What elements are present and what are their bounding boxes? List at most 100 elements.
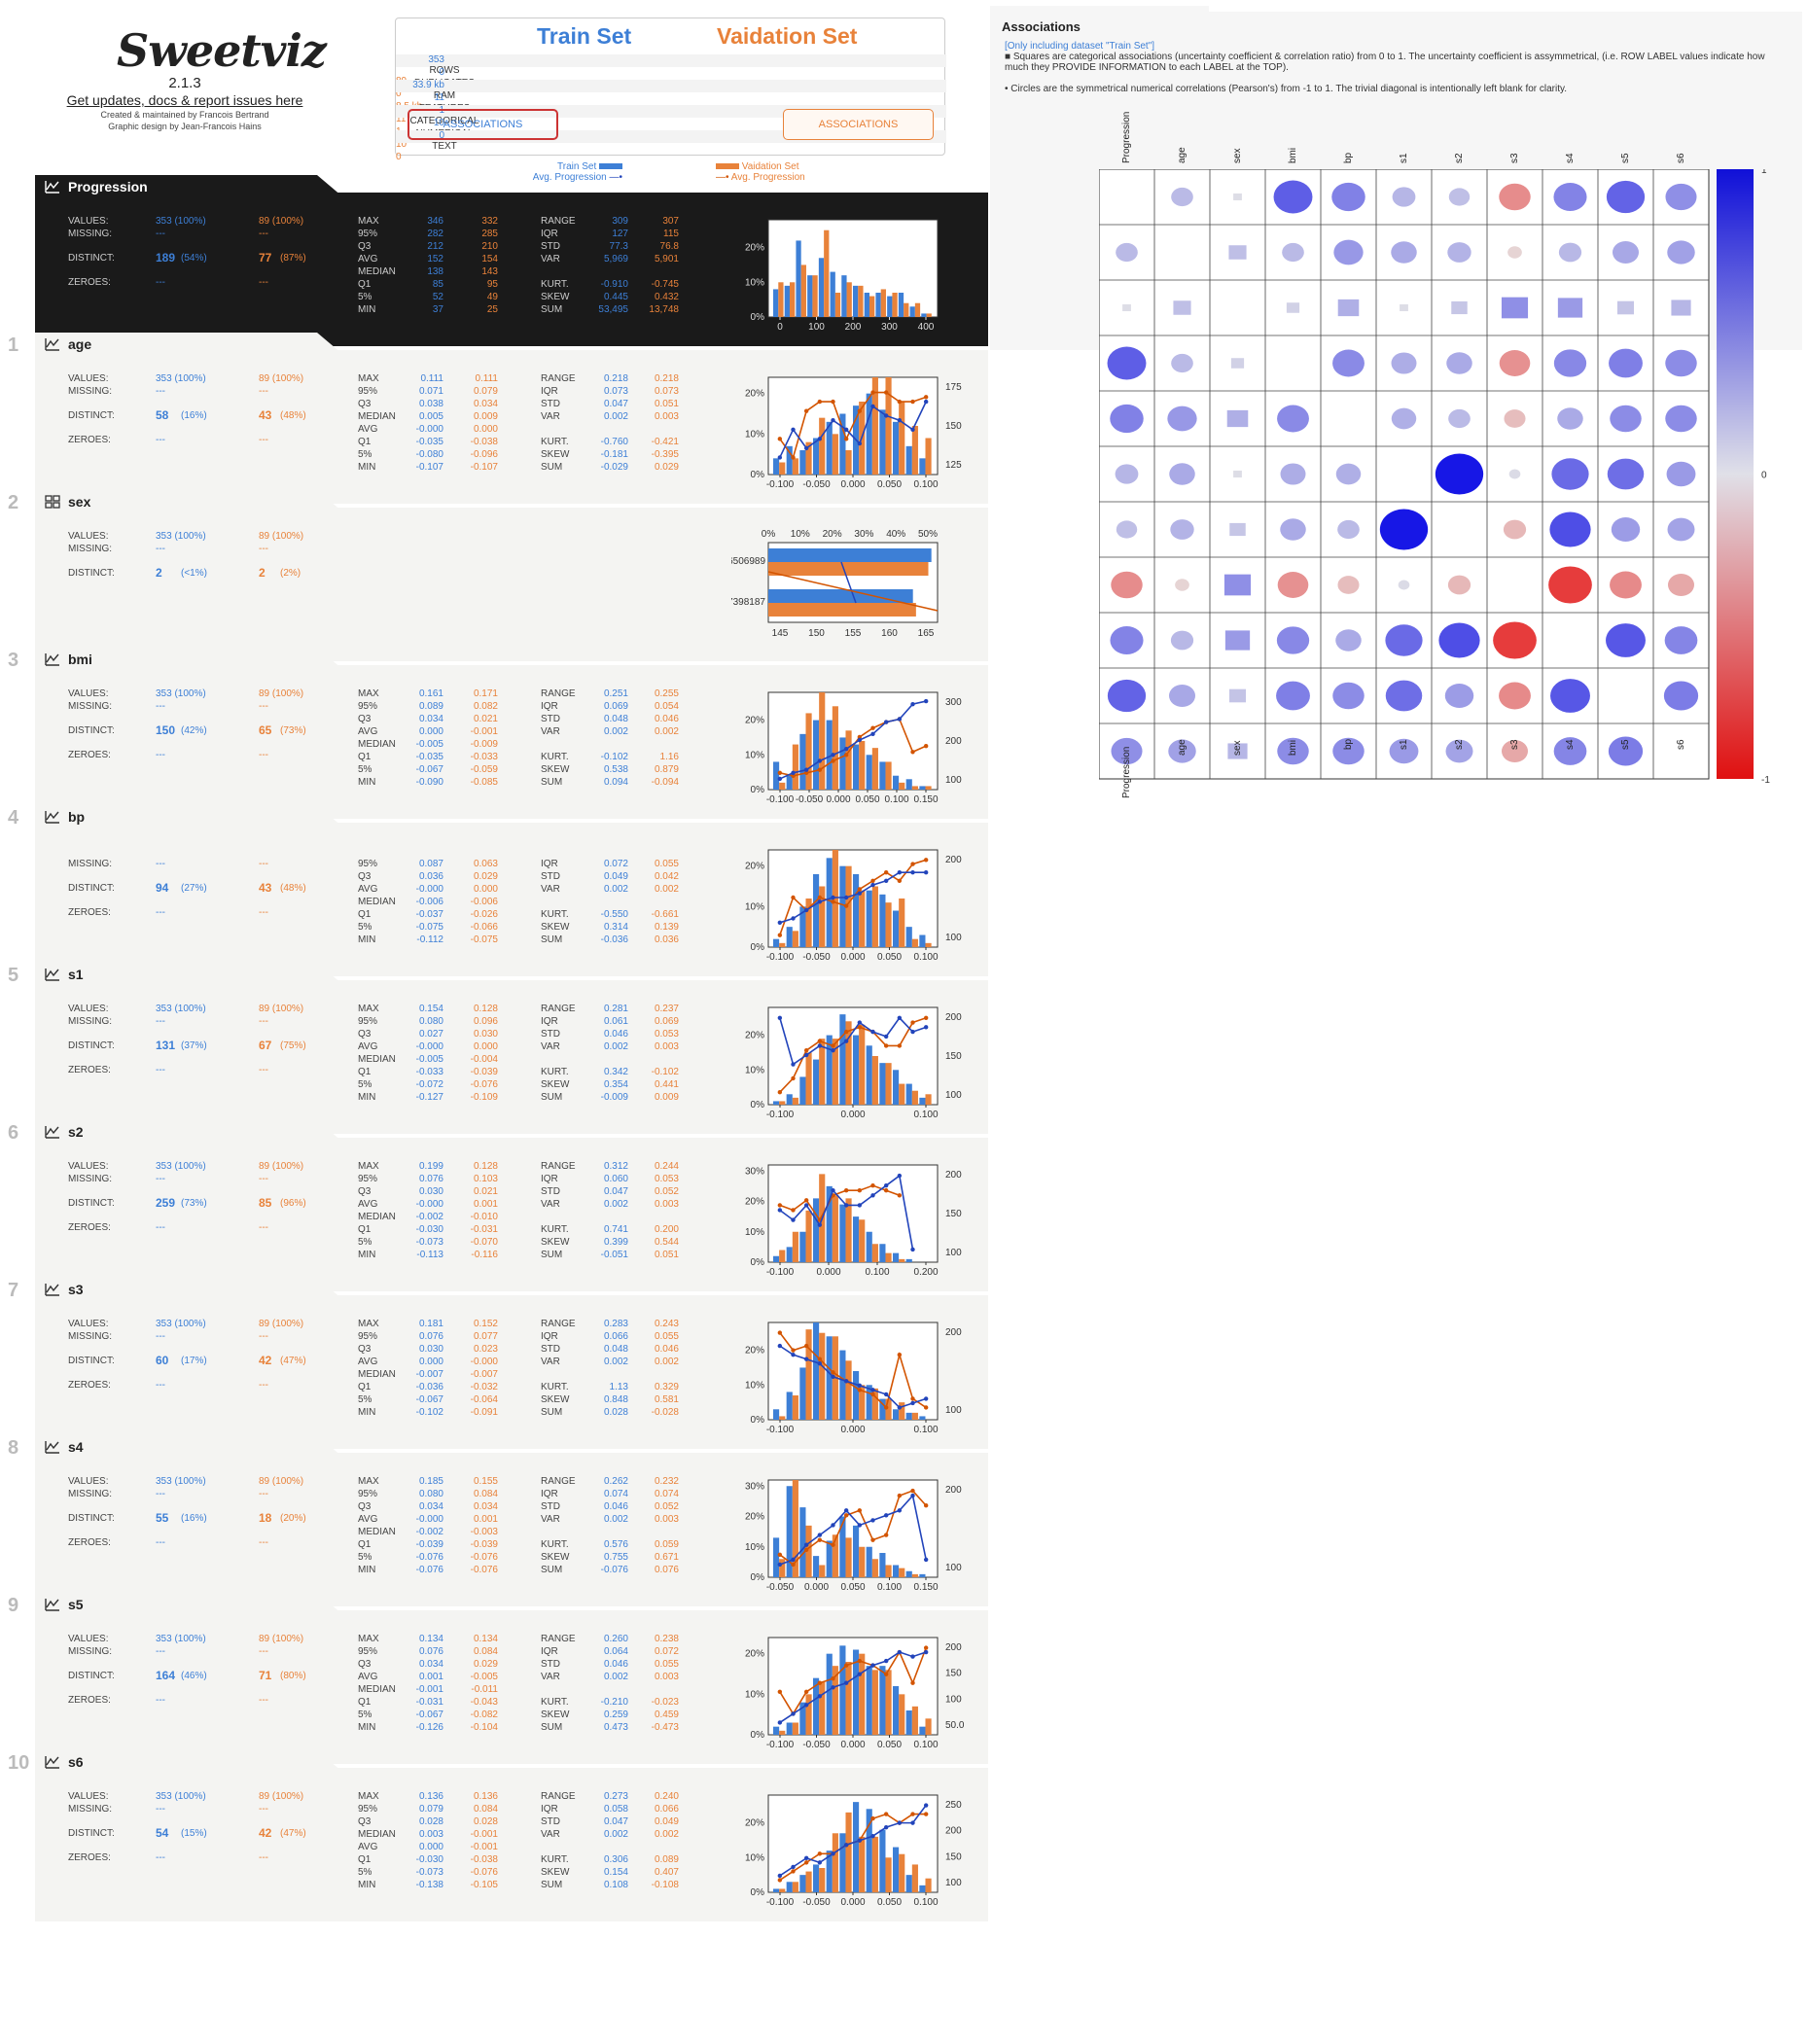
numeric-icon: [45, 1126, 59, 1139]
associations-button-validation[interactable]: ASSOCIATIONS: [783, 109, 934, 140]
feature-number: 1: [8, 335, 19, 356]
avg-line-train: [779, 1345, 927, 1409]
feature-title[interactable]: Progression: [45, 179, 148, 194]
bar-train: [879, 1829, 886, 1892]
stat-label: VAR: [541, 726, 560, 737]
stat-label: 95%: [358, 1016, 378, 1027]
stat-label: MAX: [358, 1319, 379, 1329]
bar-val: [805, 1871, 812, 1892]
bar-train: [786, 1094, 793, 1105]
feature-title[interactable]: s4: [45, 1439, 84, 1455]
feature-title[interactable]: s6: [45, 1754, 84, 1770]
stat-val: -0.107: [470, 462, 498, 473]
feature-chart: 0% 10% 20% 30% -0.100 0.000 0.100 0.200 100 150 20…: [745, 1164, 962, 1278]
feature-title[interactable]: s2: [45, 1124, 84, 1140]
stat-label: VAR: [541, 1357, 560, 1367]
feature-title[interactable]: bmi: [45, 652, 92, 667]
stat-label: MIN: [358, 1407, 376, 1418]
summary-val-value: 10: [396, 139, 408, 150]
assoc-circle: [1447, 242, 1471, 263]
y-tick-label: 10%: [745, 429, 764, 440]
stat-val: 0.171: [473, 688, 498, 699]
assoc-circle: [1111, 571, 1143, 599]
missing-val: ---: [259, 1331, 268, 1342]
feature-title[interactable]: s1: [45, 967, 84, 982]
feature-chart: 0% 10% 20% 0 100 200 300 400: [745, 219, 939, 333]
bar-train: [773, 1726, 780, 1735]
bar-train: [826, 1653, 833, 1735]
stat-label: SKEW: [541, 764, 570, 775]
stat-val: 0.028: [473, 1816, 498, 1827]
y-tick-label: 20%: [745, 716, 764, 726]
feature-tab: [35, 490, 342, 511]
legend-train-label: Train Set: [557, 161, 597, 172]
feature-title[interactable]: bp: [45, 809, 85, 825]
bar-train: [841, 275, 847, 317]
bar-val: [871, 748, 878, 790]
stat-label: STD: [541, 1186, 560, 1197]
assoc-square: [1400, 303, 1408, 312]
bar-train: [905, 1083, 912, 1105]
credit-author[interactable]: Created & maintained by Francois Bertran…: [100, 110, 269, 120]
label-values: VALUES:: [68, 216, 109, 227]
bar-train: [799, 1367, 806, 1420]
bar-train: [826, 1185, 833, 1262]
stat-train: 0.069: [603, 701, 628, 712]
stat-label: MAX: [358, 1634, 379, 1644]
bar-val: [869, 296, 875, 317]
stat-label: RANGE: [541, 373, 576, 384]
stat-label: 5%: [358, 1552, 372, 1563]
hbar-train: [768, 548, 932, 562]
feature-title[interactable]: sex: [45, 494, 90, 510]
feature-section: 7 s3 VALUES: 353 (100%) 89 (100%) MISSING: ---…: [8, 1278, 988, 1449]
stat-val: 0.003: [654, 411, 679, 422]
column-label-bottom: sex: [1231, 739, 1243, 756]
distinct-val: 2: [259, 566, 266, 580]
zeroes-train: ---: [156, 1065, 165, 1075]
bar-val: [925, 1878, 932, 1892]
stat-label: 5%: [358, 292, 372, 302]
feature-title[interactable]: age: [45, 336, 91, 352]
stat-val: 0.051: [654, 1250, 679, 1260]
associations-button-train[interactable]: ASSOCIATIONS: [408, 109, 558, 140]
stat-train: 0.342: [603, 1067, 628, 1077]
y2-tick-label: 175: [945, 382, 962, 393]
bar-val: [819, 692, 826, 790]
stat-label: 5%: [358, 449, 372, 460]
bar-val: [819, 1332, 826, 1420]
bar-train: [879, 761, 886, 790]
feature-tab: [35, 333, 342, 354]
stat-val: 0.001: [473, 1514, 498, 1525]
stat-label: MAX: [358, 1004, 379, 1014]
stat-val: 0.029: [473, 1659, 498, 1670]
feature-number: 3: [8, 650, 19, 671]
stat-label: Q1: [358, 1382, 372, 1392]
bar-train: [813, 720, 820, 790]
assoc-circle: [1277, 572, 1309, 598]
stat-label: MEDIAN: [358, 1054, 396, 1065]
stat-train: 52: [432, 292, 443, 302]
y2-tick-label: 100: [945, 1405, 962, 1416]
stat-train: -0.073: [415, 1867, 443, 1878]
stat-val: -0.661: [651, 909, 679, 920]
feature-title[interactable]: s5: [45, 1597, 84, 1612]
stat-train: -0.067: [415, 1709, 443, 1720]
stat-train: 0.071: [418, 386, 443, 397]
assoc-square: [1286, 302, 1300, 313]
assoc-circle: [1550, 679, 1590, 713]
stat-label: SUM: [541, 462, 563, 473]
missing-train: ---: [156, 1016, 165, 1027]
feature-title[interactable]: s3: [45, 1282, 84, 1297]
stat-val: -0.033: [470, 752, 498, 762]
values-val: 89 (100%): [259, 1791, 304, 1802]
stat-label: Q3: [358, 1501, 372, 1512]
updates-link[interactable]: Get updates, docs & report issues here: [66, 92, 303, 108]
stat-label: SUM: [541, 1880, 563, 1890]
stat-label: RANGE: [541, 1004, 576, 1014]
bar-val: [899, 1694, 905, 1735]
stat-train: 0.312: [603, 1161, 628, 1172]
label-zeroes: ZEROES:: [68, 750, 111, 760]
bar-val: [805, 899, 812, 947]
credit-design[interactable]: Graphic design by Jean-Francois Hains: [108, 122, 262, 131]
feature-name: s5: [68, 1597, 84, 1612]
